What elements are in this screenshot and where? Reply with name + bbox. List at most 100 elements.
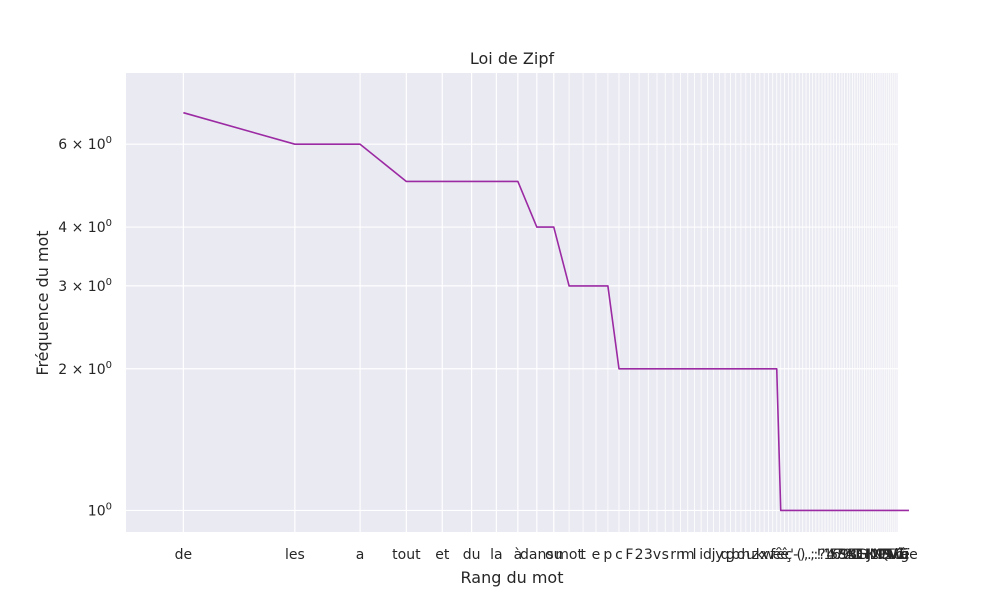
x-tick-label: du [463, 547, 481, 563]
x-tick-label: ê [780, 547, 789, 563]
x-tick-label: W [889, 547, 903, 563]
x-tick-label: dans [520, 547, 554, 563]
x-tick-label: 0 [843, 547, 852, 563]
x-tick-label: ' [790, 547, 794, 563]
x-tick-label: : [813, 547, 818, 563]
plot-area [126, 73, 898, 532]
x-tick-label: y [715, 547, 723, 563]
y-tick-label: 4 × 100 [58, 218, 112, 236]
x-tick-label: ; [810, 547, 815, 563]
x-tick-label: x [760, 547, 768, 563]
x-tick-label: ç [785, 547, 793, 563]
x-tick-label: ? [818, 547, 825, 563]
x-tick-label: o [737, 547, 746, 563]
x-tick-label: û [899, 547, 908, 563]
x-tick-label: ou [545, 547, 562, 563]
x-tick-label: à [514, 547, 523, 563]
y-tick-label: 100 [88, 501, 112, 519]
x-tick-label: q [721, 547, 730, 563]
x-tick-label: 5 [829, 547, 838, 563]
x-tick-label: M [870, 547, 882, 563]
x-tick-label: n [676, 547, 685, 563]
x-tick-label: é [772, 547, 781, 563]
x-tick-label: 3 [644, 547, 653, 563]
x-tick-label: tout [392, 547, 421, 563]
x-tick-label: T [885, 547, 895, 563]
x-axis-label: Rang du mot [461, 568, 564, 587]
x-tick-label: S [884, 547, 893, 563]
x-tick-label: et [435, 547, 450, 563]
x-tick-label: mot [555, 547, 583, 563]
x-tick-label: " [822, 547, 828, 563]
x-tick-label: O [874, 547, 885, 563]
x-tick-label: è [776, 547, 785, 563]
x-tick-label: les [285, 547, 305, 563]
x-tick-label: 2 [635, 547, 644, 563]
x-tick-label: b [731, 547, 740, 563]
x-tick-label: , [804, 547, 808, 563]
x-tick-label: z [752, 547, 759, 563]
y-tick-label: 6 × 100 [58, 135, 112, 153]
x-tick-label: N [873, 547, 883, 563]
x-tick-label: A [845, 547, 855, 563]
x-tick-label: R [881, 547, 891, 563]
x-tick-label: a [356, 547, 365, 563]
x-tick-label: e [592, 547, 601, 563]
x-tick-label: - [793, 547, 798, 563]
x-tick-label: E [855, 547, 864, 563]
x-tick-label: P [878, 547, 886, 563]
x-tick-label: ( [796, 547, 801, 563]
x-tick-label: d [703, 547, 712, 563]
x-tick-label: k [756, 547, 765, 563]
x-tick-label: p [603, 547, 612, 563]
series-line [183, 111, 909, 512]
x-tick-label: J [866, 547, 871, 563]
x-grid [182, 73, 910, 532]
x-tick-label: ge [900, 547, 918, 563]
x-tick-label: 1 [824, 547, 833, 563]
x-tick-label: ! [816, 547, 822, 563]
x-tick-label: ï [904, 547, 909, 563]
x-tick-label: l [693, 547, 697, 563]
x-tick-label: ô [896, 547, 905, 563]
x-tick-label: c [615, 547, 623, 563]
x-tick-label: 6 [832, 547, 841, 563]
x-tick-label: la [490, 547, 502, 563]
x-tick-label: 8 [838, 547, 847, 563]
x-tick-label: Q [879, 547, 890, 563]
x-tick-label: I [865, 547, 869, 563]
x-tick-label: F [625, 547, 633, 563]
y-tick-labels: 100 2 × 100 3 × 100 4 × 100 6 × 100 [58, 135, 112, 519]
x-tick-label: g [726, 547, 735, 563]
x-tick-label: V [889, 547, 899, 563]
x-tick-label: H [859, 547, 870, 563]
x-tick-label: D [852, 547, 863, 563]
x-tick-label: i [699, 547, 703, 563]
x-tick-label: r [670, 547, 676, 563]
x-tick-label: ) [800, 547, 805, 563]
x-tick-label: 9 [840, 547, 849, 563]
x-tick-label: 4 [826, 547, 835, 563]
x-tick-label: î [899, 547, 905, 563]
x-tick-label: s [662, 547, 669, 563]
x-tick-label: K [867, 547, 877, 563]
x-tick-label: ü [894, 547, 903, 563]
x-tick-label: U [887, 547, 897, 563]
x-tick-label: v [653, 547, 661, 563]
y-axis-label: Fréquence du mot [33, 230, 52, 375]
x-tick-label: t [580, 547, 586, 563]
x-tick-label: ë [901, 547, 910, 563]
x-tick-label: u [746, 547, 755, 563]
x-tick-label: h [741, 547, 750, 563]
chart-title: Loi de Zipf [470, 49, 555, 68]
y-tick-label: 3 × 100 [58, 277, 112, 295]
x-tick-label: G [857, 547, 868, 563]
x-tick-label: m [681, 547, 695, 563]
x-tick-label: j [711, 547, 716, 563]
x-tick-label: de [175, 547, 193, 563]
x-tick-label: 7 [835, 547, 844, 563]
x-tick-label: C [850, 547, 860, 563]
